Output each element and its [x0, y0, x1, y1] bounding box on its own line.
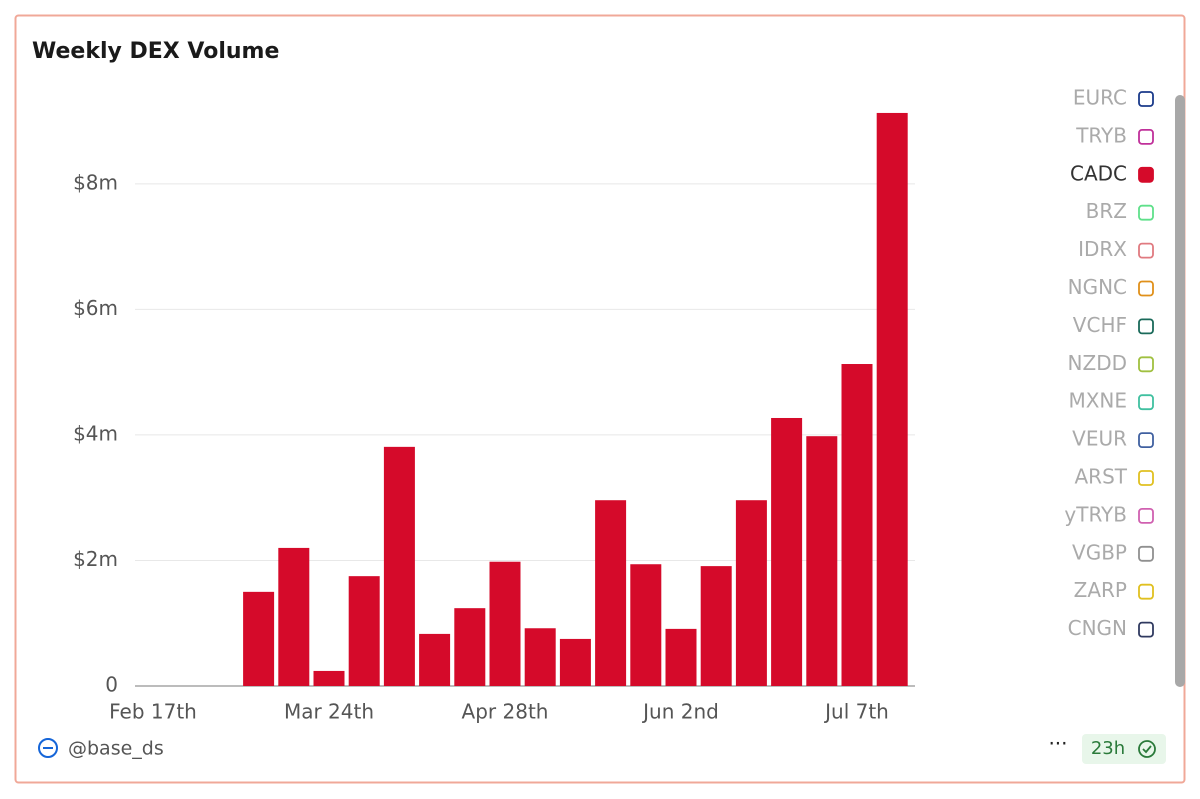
legend-swatch[interactable] — [1138, 470, 1154, 486]
legend-label[interactable]: BRZ — [1086, 199, 1127, 223]
x-tick-label: Feb 17th — [109, 700, 197, 724]
y-tick-label: $4m — [73, 421, 118, 445]
refresh-check-mark — [1142, 745, 1152, 754]
legend-swatch[interactable] — [1138, 318, 1154, 335]
bar — [841, 364, 873, 686]
legend-label[interactable]: IDRX — [1078, 237, 1127, 261]
legend-label[interactable]: NGNC — [1068, 275, 1127, 299]
chart-title: Weekly DEX Volume — [32, 39, 279, 64]
y-tick-label: $2m — [73, 547, 118, 571]
bar — [278, 547, 310, 686]
y-tick-label: $8m — [73, 170, 118, 194]
legend-swatch[interactable] — [1138, 166, 1154, 183]
legend-swatch[interactable] — [1138, 545, 1154, 562]
legend-label[interactable]: yTRYB — [1064, 502, 1127, 526]
legend-swatch[interactable] — [1138, 242, 1154, 259]
bar — [243, 591, 275, 686]
bar — [876, 112, 908, 687]
legend-label[interactable]: VGBP — [1072, 540, 1127, 564]
legend-swatch[interactable] — [1138, 91, 1154, 107]
refresh-time: 23h — [1091, 738, 1125, 759]
legend-swatch[interactable] — [1138, 621, 1154, 638]
bar — [771, 417, 803, 686]
bar — [595, 500, 627, 686]
x-tick-label: Mar 24th — [284, 700, 374, 724]
x-tick-label: Apr 28th — [462, 700, 549, 724]
legend-swatch[interactable] — [1138, 432, 1154, 449]
legend-label[interactable]: CADC — [1070, 161, 1127, 185]
legend-label[interactable]: CNGN — [1068, 616, 1127, 640]
bar — [735, 500, 767, 686]
legend-label[interactable]: EURC — [1073, 86, 1127, 110]
bar — [700, 566, 732, 686]
legend-label[interactable]: VCHF — [1073, 313, 1127, 337]
bar — [348, 576, 380, 686]
legend-swatch[interactable] — [1138, 394, 1154, 411]
bar — [630, 564, 662, 686]
legend-label[interactable]: MXNE — [1068, 389, 1127, 413]
legend-swatch[interactable] — [1138, 128, 1154, 145]
legend-swatch[interactable] — [1138, 280, 1154, 297]
author[interactable]: @base_ds — [68, 738, 164, 760]
bar — [313, 670, 345, 686]
legend-swatch[interactable] — [1138, 583, 1154, 600]
refresh-check — [1138, 740, 1156, 758]
legend-swatch[interactable] — [1138, 204, 1154, 221]
more-menu[interactable]: ··· — [1048, 732, 1067, 756]
bar — [489, 561, 521, 686]
legend-label[interactable]: VEUR — [1072, 427, 1127, 451]
scrollbar[interactable] — [1175, 95, 1185, 687]
bar — [419, 633, 451, 686]
bar — [806, 436, 838, 686]
x-tick-label: Jun 2nd — [641, 700, 719, 724]
bar — [559, 638, 591, 686]
legend-label[interactable]: ARST — [1075, 465, 1128, 489]
legend-label[interactable]: ZARP — [1074, 578, 1127, 602]
legend-label[interactable]: NZDD — [1068, 351, 1127, 375]
legend-swatch[interactable] — [1138, 507, 1154, 524]
bar — [454, 608, 486, 686]
bar — [665, 628, 697, 686]
x-tick-label: Jul 7th — [823, 700, 889, 724]
bar — [383, 446, 415, 686]
legend-label[interactable]: TRYB — [1075, 123, 1127, 147]
legend-swatch[interactable] — [1138, 356, 1154, 373]
y-tick-label: $6m — [73, 296, 118, 320]
author-icon — [38, 738, 58, 758]
y-tick-label: 0 — [105, 673, 118, 697]
bar — [524, 628, 556, 686]
